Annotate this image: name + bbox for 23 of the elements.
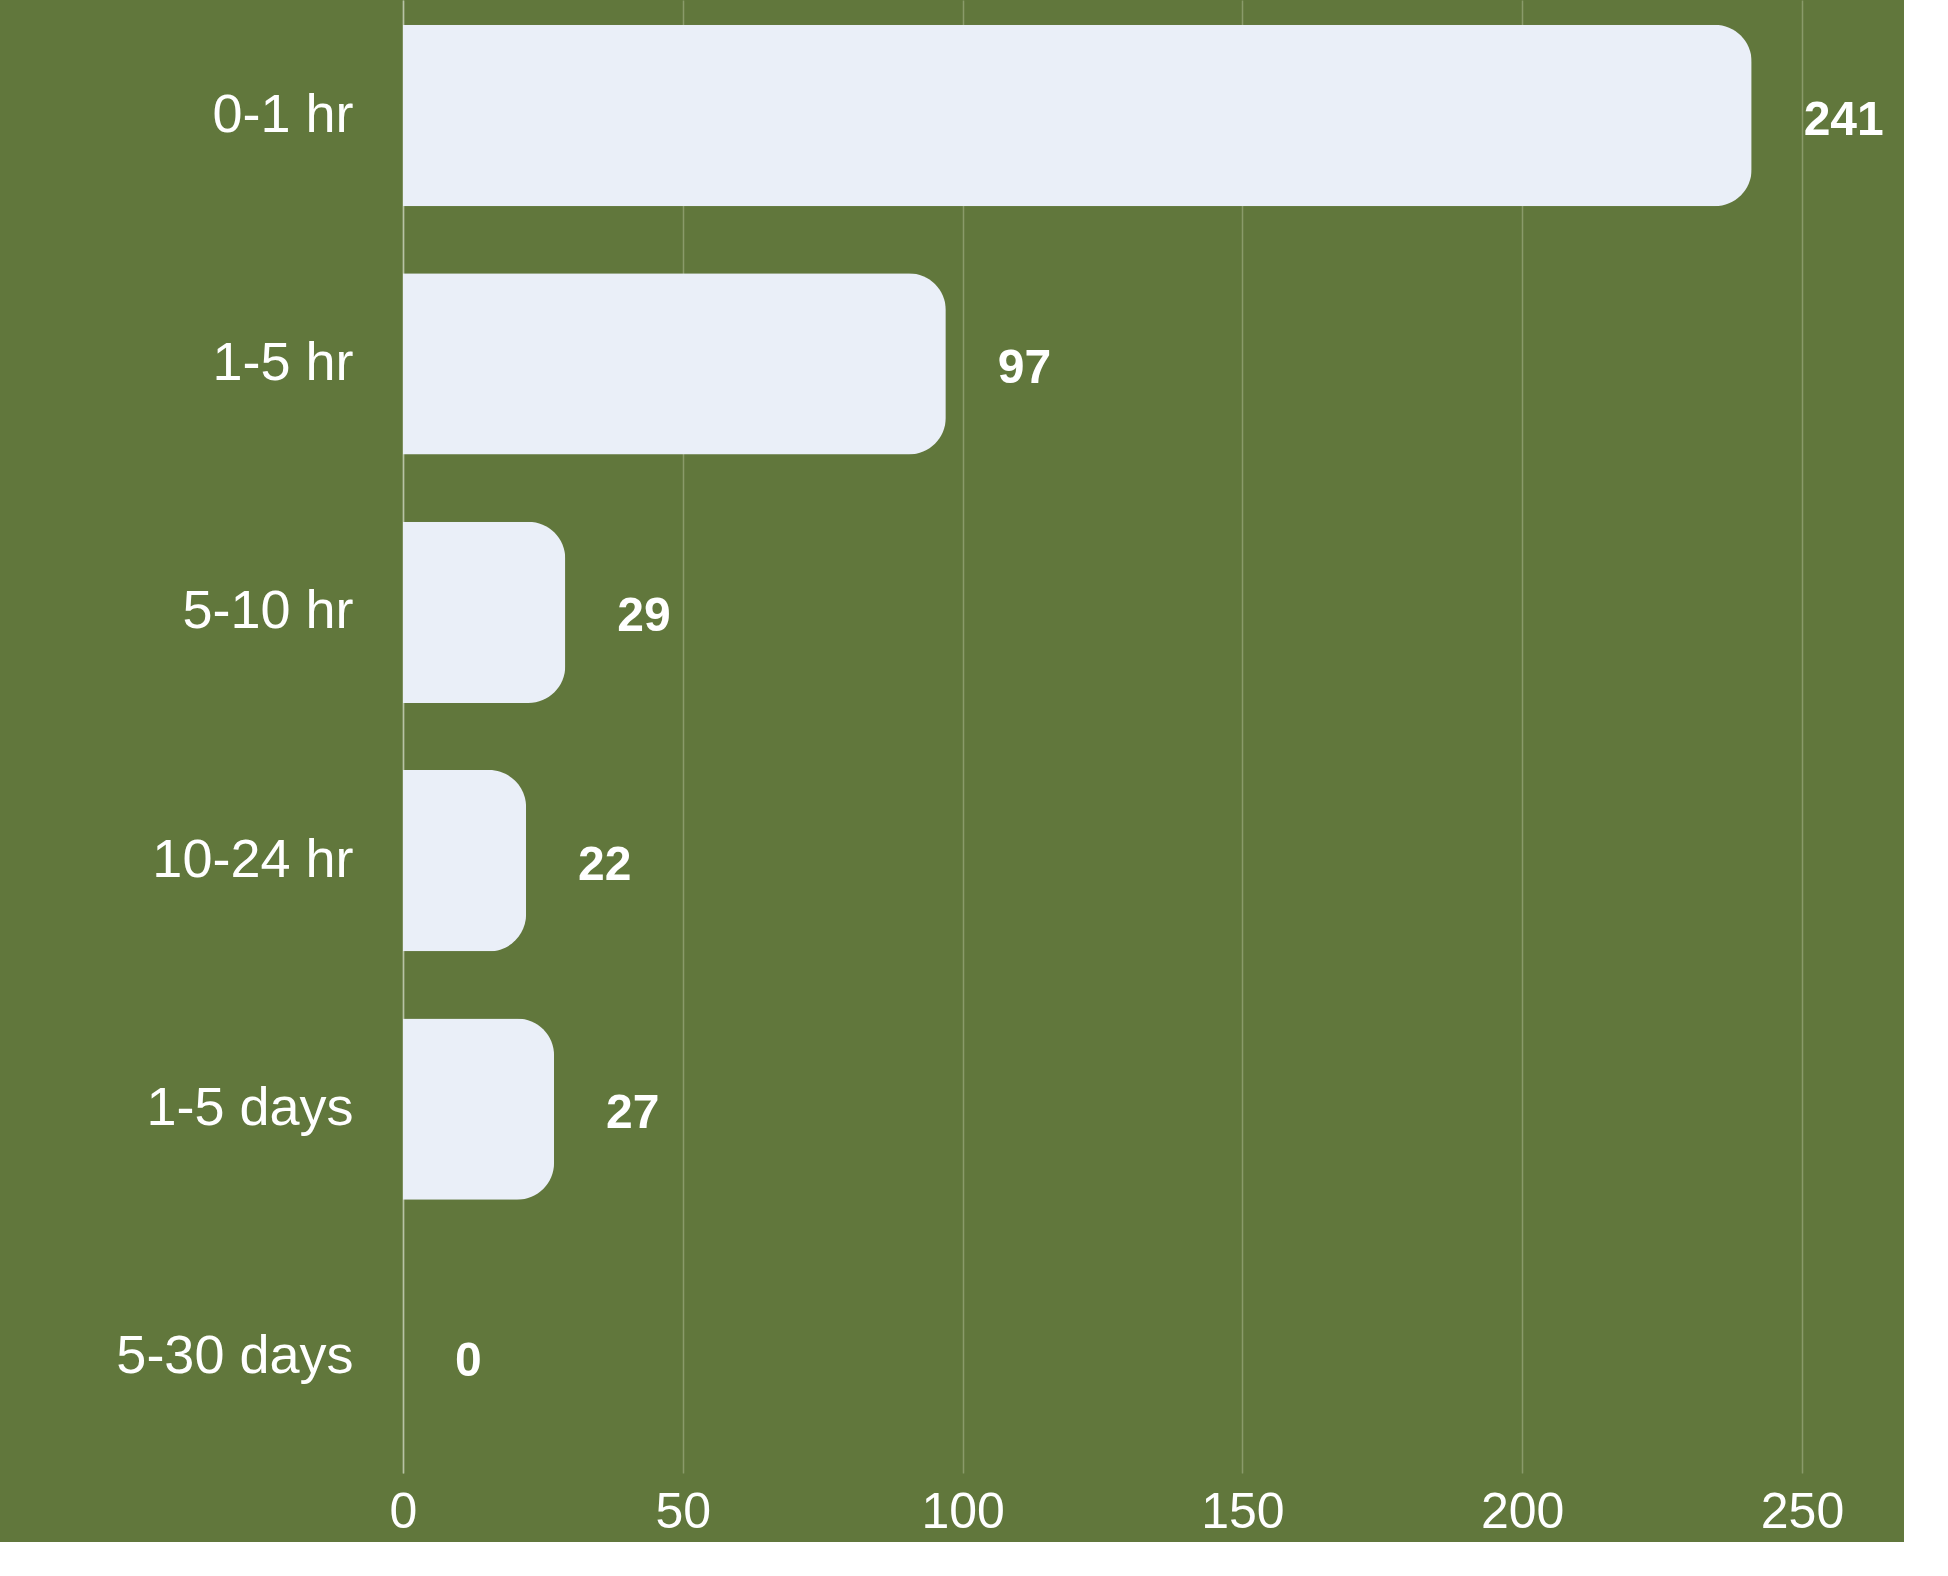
data-label: 241 [1803,91,1884,145]
x-tick-label: 100 [921,1482,1005,1539]
data-label: 22 [578,836,632,890]
bar [403,273,946,455]
data-label: 0 [455,1333,482,1387]
x-tick-label: 0 [389,1482,418,1539]
x-tick-label: 50 [655,1482,712,1539]
y-tick-label: 1-5 hr [212,330,354,391]
y-tick-label: 10-24 hr [152,827,354,888]
y-tick-label: 0-1 hr [212,82,354,143]
data-label: 29 [617,588,671,642]
x-tick-label: 150 [1201,1482,1285,1539]
bar [403,521,566,703]
x-tick-label: 200 [1480,1482,1565,1539]
y-tick-label: 5-10 hr [182,579,354,640]
bar [403,770,527,952]
y-tick-label: 1-5 days [146,1076,354,1137]
bar [403,1018,555,1200]
y-tick-label: 5-30 days [116,1324,354,1385]
data-label: 97 [997,339,1052,393]
bar [403,24,1752,207]
x-tick-label: 250 [1760,1482,1845,1539]
data-label: 27 [606,1085,660,1139]
